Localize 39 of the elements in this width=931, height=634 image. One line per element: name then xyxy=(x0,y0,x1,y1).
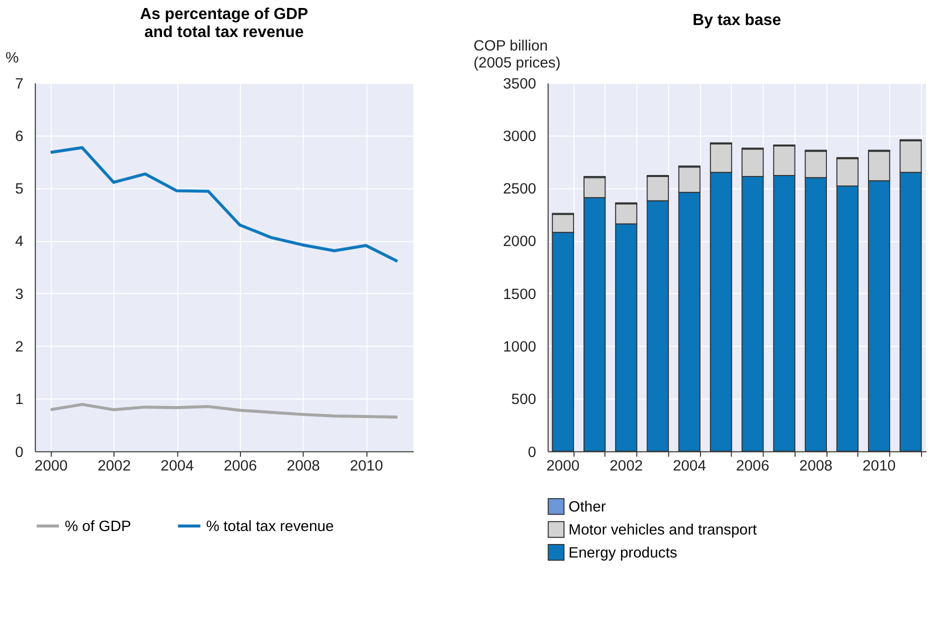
chart-title: As percentage of GDP and total tax revenue xyxy=(140,6,308,42)
y-tick-label: 6 xyxy=(15,128,24,145)
x-tick-label: 2004 xyxy=(672,458,706,475)
y-tick-label: 3000 xyxy=(502,128,536,145)
x-tick-label: 2006 xyxy=(224,458,257,475)
legend-label: % of GDP xyxy=(64,518,132,535)
line-series xyxy=(49,402,399,419)
y-tick-label: 2000 xyxy=(502,233,536,250)
y-tick-label: 0 xyxy=(528,444,536,461)
x-tick-label: 2000 xyxy=(34,458,68,475)
x-tick-label: 2010 xyxy=(350,458,384,475)
y-tick-label: 4 xyxy=(15,233,24,250)
legend-label: Motor vehicles and transport xyxy=(568,521,758,538)
y-tick-label: 1500 xyxy=(502,286,536,303)
x-tick-label: 2008 xyxy=(286,458,320,475)
legend-label: Other xyxy=(568,498,606,516)
y-tick-label: 1000 xyxy=(502,338,536,356)
x-tick-label: 2006 xyxy=(736,458,770,475)
y-tick-label: 2 xyxy=(15,338,24,356)
y-tick-label: 1 xyxy=(15,391,24,408)
y-tick-label: 3500 xyxy=(502,75,536,92)
x-tick-label: 2008 xyxy=(799,458,832,475)
chart-title: By tax base xyxy=(692,12,782,30)
y-tick-label: 0 xyxy=(15,444,24,461)
y-tick-label: 3 xyxy=(15,286,24,303)
y-axis-title: % xyxy=(5,49,19,66)
x-tick-label: 2010 xyxy=(862,458,896,475)
legend-label: Energy products xyxy=(568,544,678,562)
x-tick-label: 2000 xyxy=(546,458,580,475)
x-tick-label: 2004 xyxy=(160,458,194,475)
line-series xyxy=(49,146,399,263)
legend-label: % total tax revenue xyxy=(206,518,334,535)
y-tick-label: 5 xyxy=(15,180,24,198)
x-tick-label: 2002 xyxy=(98,458,131,475)
y-axis-title: COP billion (2005 prices) xyxy=(473,38,561,72)
y-tick-label: 2500 xyxy=(502,180,536,198)
y-tick-label: 500 xyxy=(511,391,536,408)
x-tick-label: 2002 xyxy=(610,458,643,475)
y-tick-label: 7 xyxy=(15,75,24,92)
